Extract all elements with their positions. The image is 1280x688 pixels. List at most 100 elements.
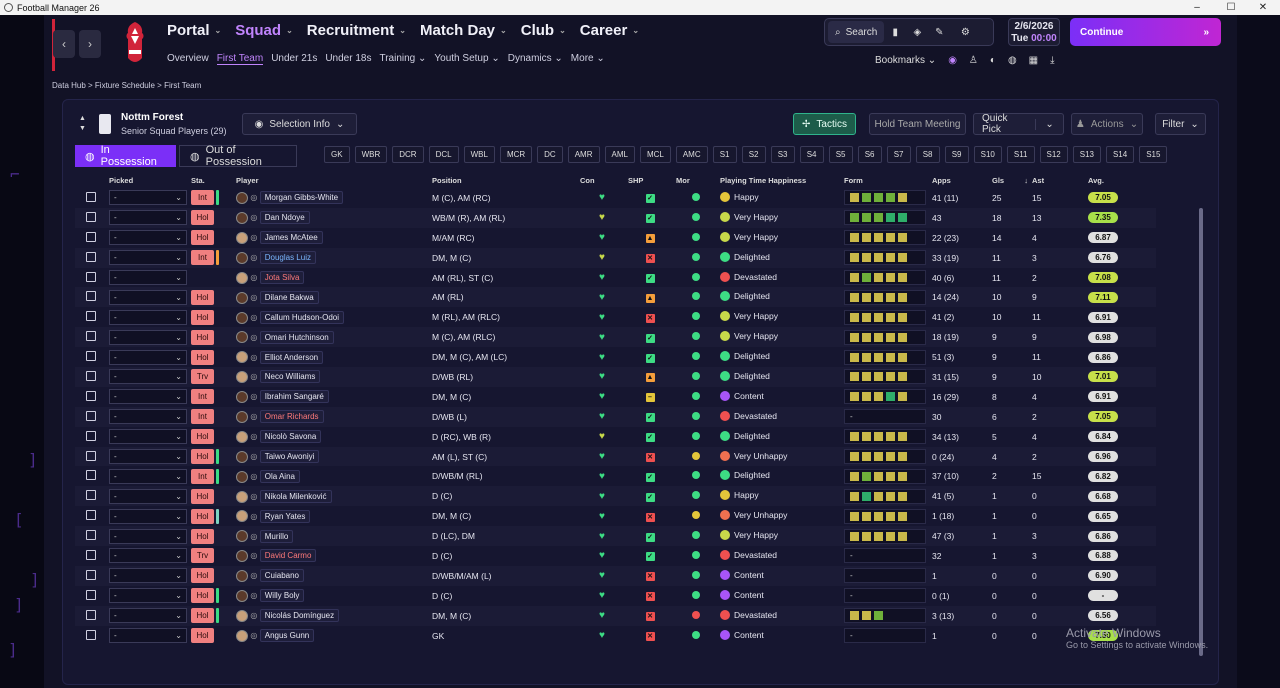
col-assists[interactable]: Ast [1032, 175, 1045, 185]
position-button-s2[interactable]: S2 [741, 146, 766, 163]
row-checkbox[interactable] [86, 351, 96, 362]
player-name[interactable]: Murillo [259, 529, 294, 543]
chevron-down-icon[interactable]: ⌄ [1035, 118, 1063, 130]
breadcrumb-first-team[interactable]: First Team [164, 81, 202, 90]
nav-portal[interactable]: Portal ⌄ [167, 22, 221, 39]
col-position[interactable]: Position [432, 175, 462, 185]
player-info-icon[interactable]: ◎ [250, 491, 258, 501]
row-checkbox[interactable] [86, 530, 96, 541]
status-badge[interactable]: Int [191, 190, 219, 206]
tab-under-18s[interactable]: Under 18s [325, 53, 372, 64]
picked-dropdown[interactable]: - ⌄ [109, 190, 187, 206]
out-of-possession-tab[interactable]: ◍ Out of Possession [179, 144, 297, 168]
table-row[interactable]: - ⌄ Int ◎ Ibrahim Sangaré DM, M (C) ♥ – C… [75, 386, 1156, 407]
picked-dropdown[interactable]: - ⌄ [109, 329, 187, 345]
position-button-s12[interactable]: S12 [1039, 146, 1068, 163]
player-name[interactable]: Angus Gunn [259, 629, 315, 643]
chat-icon[interactable]: ◉ [948, 55, 957, 66]
player-name[interactable]: Ryan Yates [259, 509, 311, 523]
picked-dropdown[interactable]: - ⌄ [109, 230, 187, 246]
player-name[interactable]: Omar Richards [259, 410, 324, 424]
player-name[interactable]: Willy Boly [259, 589, 305, 603]
col-average-rating[interactable]: Avg. [1088, 175, 1104, 185]
table-row[interactable]: - ⌄ Hol ◎ Cuiabano D/WB/M/AM (L) ♥ ✕ Cont… [75, 565, 1156, 586]
shirt-icon[interactable]: ♙ [968, 55, 978, 66]
picked-dropdown[interactable]: - ⌄ [109, 349, 187, 365]
table-row[interactable]: - ⌄ Hol ◎ Angus Gunn GK ♥ ✕ Content - 1 0… [75, 625, 1156, 646]
position-button-s6[interactable]: S6 [857, 146, 882, 163]
forward-button[interactable]: › [79, 30, 101, 58]
nav-recruitment[interactable]: Recruitment ⌄ [307, 22, 406, 39]
position-button-amc[interactable]: AMC [675, 146, 708, 163]
table-row[interactable]: - ⌄ Trv ◎ Neco Williams D/WB (RL) ♥ ▲ Del… [75, 367, 1156, 387]
picked-dropdown[interactable]: - ⌄ [109, 389, 187, 405]
position-button-s9[interactable]: S9 [944, 146, 969, 163]
player-name[interactable]: Callum Hudson-Odoi [259, 310, 344, 324]
table-row[interactable]: - ⌄ Hol ◎ Dilane Bakwa AM (RL) ♥ ▲ Deligh… [75, 287, 1156, 308]
table-row[interactable]: - ⌄ Int ◎ Ola Aina D/WB/M (RL) ♥ ✓ Deligh… [75, 466, 1156, 487]
row-checkbox[interactable] [86, 370, 96, 381]
position-button-dcl[interactable]: DCL [428, 146, 459, 163]
breadcrumb-data-hub[interactable]: Data Hub [52, 81, 86, 90]
ball-icon[interactable]: ◍ [1007, 55, 1017, 66]
row-checkbox[interactable] [86, 291, 96, 302]
status-badge[interactable]: Hol [191, 329, 214, 345]
row-checkbox[interactable] [86, 450, 96, 461]
player-info-icon[interactable]: ◎ [250, 471, 258, 481]
player-info-icon[interactable]: ◎ [250, 432, 258, 442]
player-info-icon[interactable]: ◎ [250, 273, 258, 282]
col-picked[interactable]: Picked [109, 175, 134, 185]
player-info-icon[interactable]: ◎ [250, 352, 258, 362]
col-goals[interactable]: Gls ↓ [990, 172, 1030, 188]
player-info-icon[interactable]: ◎ [250, 531, 258, 541]
quick-pick-button[interactable]: Quick Pick ⌄ [973, 113, 1064, 135]
tab-training[interactable]: Training ⌄ [379, 53, 427, 64]
position-button-s13[interactable]: S13 [1072, 146, 1101, 163]
row-checkbox[interactable] [86, 211, 96, 222]
row-checkbox[interactable] [86, 589, 96, 600]
position-button-s14[interactable]: S14 [1105, 146, 1135, 163]
picked-dropdown[interactable]: - ⌄ [109, 528, 187, 544]
status-badge[interactable]: Hol [191, 210, 214, 226]
player-info-icon[interactable]: ◎ [250, 372, 258, 382]
player-info-icon[interactable]: ◎ [250, 233, 258, 243]
table-row[interactable]: - ⌄ Hol ◎ Omari Hutchinson M (C), AM (RLC… [75, 327, 1156, 348]
col-apps[interactable]: Apps [932, 175, 951, 185]
filter-dropdown[interactable]: Filter ⌄ [1155, 113, 1206, 135]
picked-dropdown[interactable]: - ⌄ [109, 309, 187, 325]
status-badge[interactable]: Hol [191, 230, 214, 246]
status-badge[interactable]: Hol [191, 588, 219, 604]
table-row[interactable]: - ⌄ Hol ◎ Elliot Anderson DM, M (C), AM (… [75, 347, 1156, 368]
table-row[interactable]: - ⌄ Hol ◎ Ryan Yates DM, M (C) ♥ ✕ Very U… [75, 506, 1156, 527]
status-badge[interactable]: Int [191, 468, 219, 484]
player-name[interactable]: James McAtee [259, 231, 323, 245]
col-playing-time-happiness[interactable]: Playing Time Happiness [720, 175, 807, 185]
status-badge[interactable]: Hol [191, 608, 219, 624]
tab-under-21s[interactable]: Under 21s [271, 53, 318, 64]
position-button-s7[interactable]: S7 [886, 146, 911, 163]
tab-first-team[interactable]: First Team [216, 53, 264, 65]
picked-dropdown[interactable]: - ⌄ [109, 508, 187, 524]
table-row[interactable]: - ⌄ Int ◎ Omar Richards D/WB (L) ♥ ✓ Deva… [75, 406, 1156, 427]
status-badge[interactable]: Hol [191, 508, 219, 524]
row-checkbox[interactable] [86, 251, 96, 262]
whistle-icon[interactable]: ◐ [989, 55, 996, 66]
picked-dropdown[interactable]: - ⌄ [109, 270, 187, 285]
status-badge[interactable]: Int [191, 250, 219, 266]
status-badge[interactable]: Trv [191, 548, 214, 564]
minimize-icon[interactable]: – [1194, 2, 1200, 13]
player-name[interactable]: Ibrahim Sangaré [259, 390, 329, 404]
player-name[interactable]: Elliot Anderson [259, 350, 324, 364]
nav-match-day[interactable]: Match Day ⌄ [420, 22, 507, 39]
row-checkbox[interactable] [86, 191, 96, 202]
table-row[interactable]: - ⌄ Hol ◎ Murillo D (LC), DM ♥ ✓ Very Hap… [75, 526, 1156, 547]
bookmarks-dropdown[interactable]: Bookmarks ⌄ [875, 55, 937, 66]
close-icon[interactable]: ✕ [1258, 2, 1268, 13]
picked-dropdown[interactable]: - ⌄ [109, 429, 187, 445]
row-checkbox[interactable] [86, 629, 96, 640]
row-checkbox[interactable] [86, 609, 96, 620]
nav-squad[interactable]: Squad ⌄ [235, 22, 293, 39]
table-row[interactable]: - ⌄ Int ◎ Morgan Gibbs-White M (C), AM (R… [75, 188, 1156, 208]
picked-dropdown[interactable]: - ⌄ [109, 250, 187, 266]
breadcrumb-fixture-schedule[interactable]: Fixture Schedule [94, 81, 155, 90]
